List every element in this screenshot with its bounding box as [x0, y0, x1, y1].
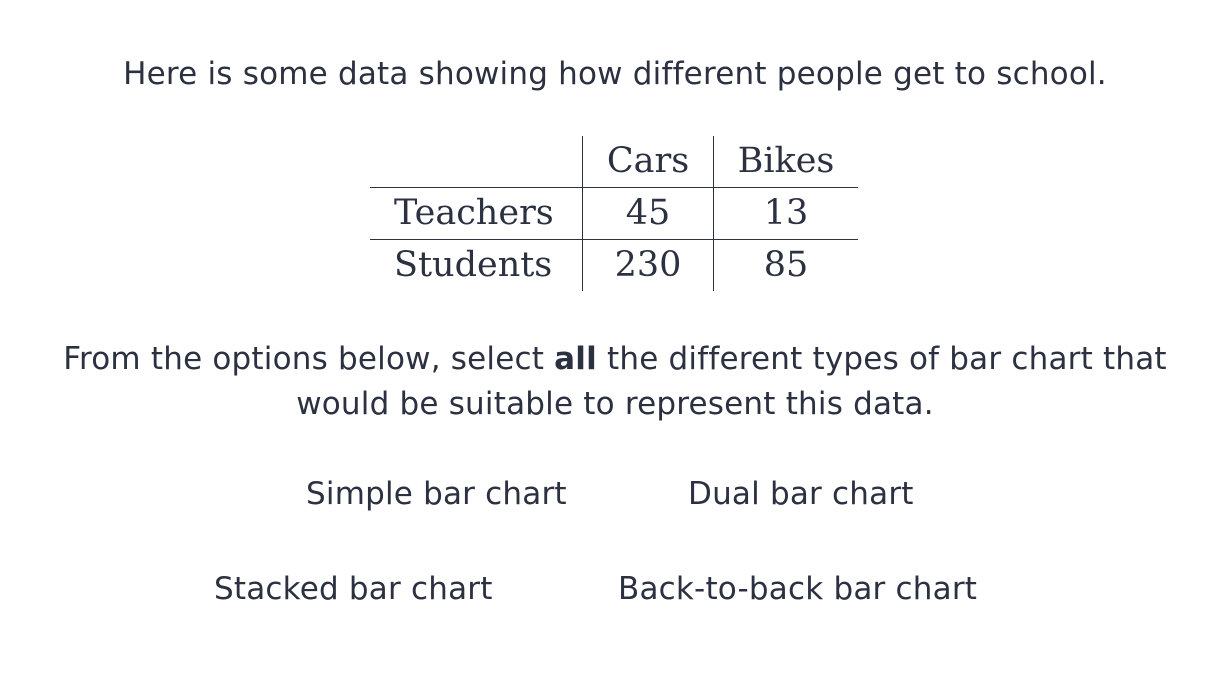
table-row: Students 230 85	[370, 239, 858, 291]
row-label-teachers: Teachers	[370, 187, 583, 240]
table-row: Teachers 45 13	[370, 187, 858, 240]
option-dual-bar-chart[interactable]: Dual bar chart	[688, 476, 914, 512]
row-label-students: Students	[370, 239, 583, 291]
question-text-line2: would be suitable to represent this data…	[296, 386, 934, 422]
option-stacked-bar-chart[interactable]: Stacked bar chart	[214, 571, 493, 607]
cell-students-bikes: 85	[713, 239, 858, 291]
data-table: Cars Bikes Teachers 45 13 Students 230 8…	[370, 136, 858, 291]
question-text: From the options below, select all the d…	[0, 337, 1230, 427]
question-text-before: From the options below, select	[63, 341, 555, 377]
column-header-bikes: Bikes	[713, 136, 858, 188]
option-back-to-back-bar-chart[interactable]: Back-to-back bar chart	[618, 571, 978, 607]
table-header-row: Cars Bikes	[370, 136, 858, 188]
cell-students-cars: 230	[582, 239, 714, 291]
column-header-cars: Cars	[582, 136, 714, 188]
question-emphasis: all	[554, 341, 597, 377]
option-simple-bar-chart[interactable]: Simple bar chart	[306, 476, 567, 512]
cell-teachers-bikes: 13	[713, 187, 858, 240]
question-text-after: the different types of bar chart that	[596, 341, 1167, 377]
cell-teachers-cars: 45	[582, 187, 714, 240]
table-corner-cell	[370, 136, 583, 188]
intro-text: Here is some data showing how different …	[123, 56, 1107, 92]
